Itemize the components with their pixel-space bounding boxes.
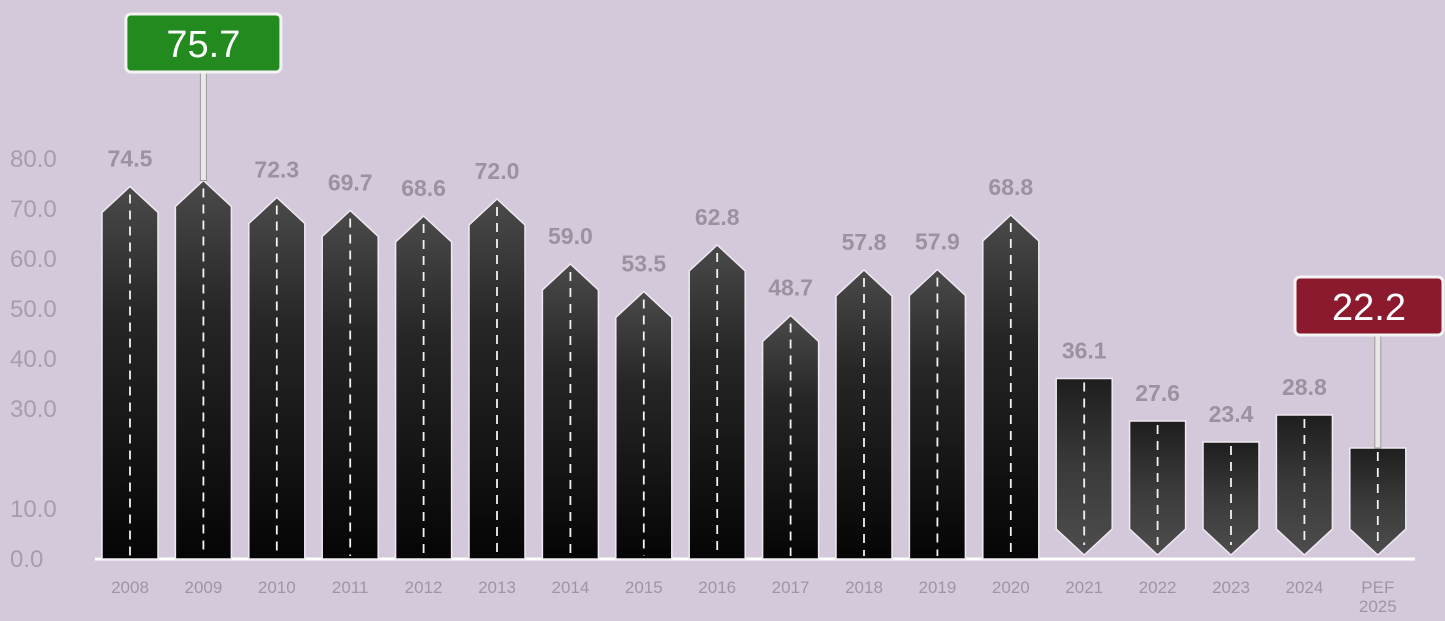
data-label: 27.6 (1135, 380, 1180, 406)
bar-shape (615, 290, 673, 560)
data-label: 36.1 (1062, 338, 1107, 364)
bars (101, 179, 1407, 560)
x-tick-label: 2008 (111, 578, 149, 597)
callout-box (1293, 275, 1445, 337)
data-label: 72.3 (254, 157, 299, 183)
data-label: 69.7 (328, 170, 373, 196)
bar-shape (541, 262, 600, 560)
x-tick-label: 2009 (184, 578, 222, 597)
bar-2010 (248, 196, 306, 560)
y-tick-label: 10.0 (10, 496, 57, 523)
x-tick-label: 2024 (1285, 578, 1323, 597)
bar-2015 (615, 290, 673, 560)
bar-2013 (468, 197, 526, 560)
x-tick-label: 2019 (918, 578, 956, 597)
x-tick-label: 2021 (1065, 578, 1103, 597)
y-tick-label: 80.0 (10, 146, 57, 173)
bar-2012 (394, 214, 453, 560)
data-label: 48.7 (768, 275, 813, 301)
y-tick-label: 30.0 (10, 396, 57, 423)
x-tick-label: PEF (1361, 578, 1394, 597)
x-tick-label: 2011 (332, 578, 369, 597)
y-tick-label: 0.0 (10, 546, 43, 573)
data-label: 62.8 (695, 204, 740, 230)
bar-2021 (1055, 377, 1113, 557)
x-tick-label: 2014 (551, 578, 589, 597)
bar-2009 (174, 179, 233, 560)
data-label: 57.9 (915, 229, 960, 255)
x-tick-label: 2013 (478, 578, 516, 597)
bar-2020 (982, 213, 1040, 560)
bar-pef-2025 (1349, 447, 1407, 557)
bar-2024 (1275, 414, 1334, 557)
y-tick-label: 40.0 (10, 346, 57, 373)
bar-2016 (688, 243, 746, 560)
callout-value: 22.2 (1332, 287, 1406, 329)
data-label: 72.0 (475, 158, 520, 184)
bar-2018 (835, 268, 893, 560)
bar-shape (1128, 420, 1187, 557)
x-tick-label: 2017 (772, 578, 810, 597)
data-labels: 74.5 72.3 69.7 68.6 72.0 59.0 53.5 62.8 48.7 57.8… (108, 146, 1327, 428)
y-tick-label: 70.0 (10, 196, 57, 223)
data-label: 68.8 (988, 174, 1033, 200)
bar-shape (468, 197, 526, 560)
x-tick-label: 2015 (625, 578, 663, 597)
x-tick-label: 2012 (405, 578, 443, 597)
bar-2017 (761, 314, 820, 560)
data-label: 23.4 (1209, 401, 1254, 427)
x-tick-label: 2016 (698, 578, 736, 597)
bar-2011 (321, 209, 379, 560)
x-tick-label: 2022 (1139, 578, 1177, 597)
data-label: 28.8 (1282, 374, 1327, 400)
callout-pole (199, 71, 207, 181)
x-tick-label: 2023 (1212, 578, 1250, 597)
callout-2009: 75.7 (124, 12, 283, 181)
callout-pole (1374, 334, 1382, 449)
data-label: 57.8 (842, 229, 887, 255)
y-axis: 0.0 10.0 30.0 40.0 50.0 60.0 70.0 80.0 (10, 146, 57, 573)
callout-value: 75.7 (166, 24, 240, 66)
y-tick-label: 60.0 (10, 246, 57, 273)
data-label: 74.5 (108, 146, 153, 172)
x-tick-label: 2020 (992, 578, 1030, 597)
bar-2022 (1128, 420, 1187, 557)
x-tick-label: 2025 (1359, 597, 1397, 616)
bar-2008 (101, 185, 159, 560)
bar-2023 (1202, 441, 1260, 557)
data-label: 59.0 (548, 223, 593, 249)
x-tick-label: 2010 (258, 578, 296, 597)
callout-pef-2025: 22.2 (1293, 275, 1445, 449)
data-label: 53.5 (621, 251, 666, 277)
x-tick-label: 2018 (845, 578, 883, 597)
bar-2014 (541, 262, 600, 560)
data-label: 68.6 (401, 175, 446, 201)
bar-2019 (908, 268, 967, 560)
callout-box (124, 12, 283, 74)
x-axis: 2008 2009 2010 2011 2012 2013 2014 2015 2016 2017… (111, 578, 1397, 616)
bar-shape (248, 196, 306, 560)
y-tick-label: 50.0 (10, 296, 57, 323)
highlight-callouts: 75.7 22.2 (124, 12, 1445, 449)
